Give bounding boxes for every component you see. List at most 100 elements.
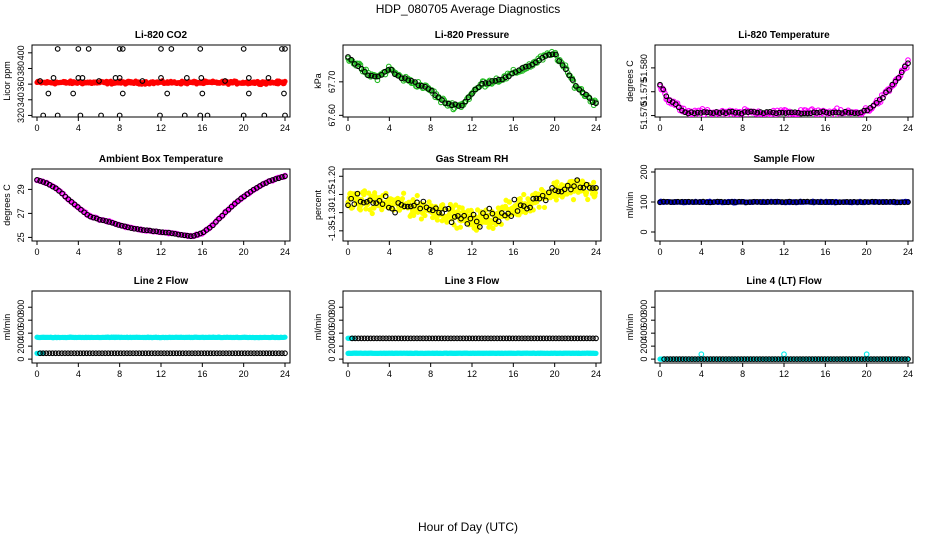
y-tick-label: 800	[639, 300, 649, 315]
data-point	[562, 335, 568, 342]
data-point	[414, 199, 420, 206]
data-point	[698, 351, 705, 358]
data-point	[260, 350, 267, 357]
y-axis-label: degrees C	[625, 60, 635, 102]
data-point	[536, 195, 543, 202]
data-point	[889, 81, 896, 88]
data-point	[398, 202, 405, 208]
data-point	[415, 82, 422, 89]
data-point	[571, 335, 578, 342]
data-point	[55, 350, 62, 357]
data-point	[37, 78, 43, 84]
data-point	[426, 199, 432, 205]
data-point	[282, 350, 288, 357]
data-point	[399, 196, 406, 202]
data-point	[77, 112, 84, 117]
data-point	[902, 63, 908, 70]
data-point	[525, 335, 531, 342]
data-point	[182, 350, 189, 357]
data-point	[879, 199, 886, 205]
data-point	[701, 109, 707, 115]
data-point	[542, 197, 549, 204]
data-point	[167, 350, 174, 357]
data-point	[199, 90, 206, 97]
data-point	[787, 356, 794, 362]
panel-title: Line 3 Flow	[445, 276, 500, 287]
data-point	[219, 212, 226, 219]
x-tick-label: 16	[508, 123, 518, 133]
data-point	[763, 109, 770, 115]
data-point	[385, 204, 392, 211]
data-point	[890, 198, 897, 205]
data-point	[448, 219, 455, 226]
data-point	[116, 112, 123, 117]
y-tick-label: -1.25	[327, 184, 337, 205]
data-point	[158, 350, 164, 357]
data-point	[806, 356, 813, 362]
data-point	[245, 90, 252, 97]
data-point	[757, 199, 764, 205]
data-point	[869, 198, 875, 205]
data-point	[74, 350, 81, 357]
data-point	[534, 335, 541, 342]
data-point	[40, 350, 47, 357]
figure-title: HDP_080705 Average Diagnostics	[376, 2, 561, 16]
data-point	[902, 356, 908, 362]
data-point	[379, 201, 386, 208]
y-axis-label: percent	[313, 189, 323, 220]
data-point	[96, 78, 102, 84]
data-point	[675, 198, 681, 205]
x-tick-label: 24	[591, 369, 601, 379]
data-point	[498, 221, 504, 227]
data-point	[80, 350, 87, 357]
data-point	[865, 356, 871, 362]
data-point	[49, 183, 56, 190]
data-point	[103, 218, 109, 224]
data-point	[826, 110, 833, 116]
data-point	[707, 109, 714, 116]
data-point	[804, 198, 811, 205]
data-point	[118, 222, 125, 229]
data-point	[119, 46, 126, 52]
data-point	[701, 356, 708, 362]
data-point	[414, 335, 420, 342]
data-point	[757, 109, 764, 115]
data-point	[509, 335, 516, 342]
data-point	[667, 199, 674, 206]
chart-panel: Gas Stream RH 0 4 8 12 16 20 24 -1.35-1.30-1.25-…	[313, 154, 602, 257]
x-tick-label: 12	[779, 369, 789, 379]
data-point	[574, 335, 581, 342]
data-point	[671, 199, 678, 205]
data-point	[876, 96, 883, 103]
data-point	[657, 199, 663, 206]
y-tick-label: 0	[639, 229, 649, 234]
data-point	[137, 226, 144, 233]
data-point	[248, 350, 254, 357]
data-point	[228, 203, 235, 210]
chart-panel: Ambient Box Temperature 0 4 8 12 16 20 24 25 27 29…	[2, 154, 291, 257]
data-point	[843, 356, 850, 362]
data-point	[750, 356, 757, 362]
data-point	[360, 199, 367, 206]
data-point	[803, 356, 809, 362]
data-point	[438, 97, 445, 103]
data-point	[729, 108, 736, 115]
data-point	[240, 112, 247, 117]
data-point	[811, 199, 818, 205]
data-point	[871, 356, 877, 362]
data-point	[837, 356, 843, 362]
data-point	[65, 350, 71, 357]
data-point	[500, 335, 507, 342]
data-point	[585, 196, 591, 203]
chart-panel: Line 4 (LT) Flow 0 4 8 12 16 20 24 0 200400600800…	[625, 276, 914, 379]
data-point	[457, 335, 464, 342]
data-point	[846, 356, 853, 362]
data-point	[370, 335, 377, 342]
x-tick-label: 16	[197, 369, 207, 379]
data-point	[426, 206, 433, 213]
data-point	[197, 230, 204, 237]
data-point	[357, 207, 364, 213]
data-point	[114, 350, 121, 357]
data-point	[696, 199, 703, 205]
x-tick-label: 8	[740, 123, 745, 133]
